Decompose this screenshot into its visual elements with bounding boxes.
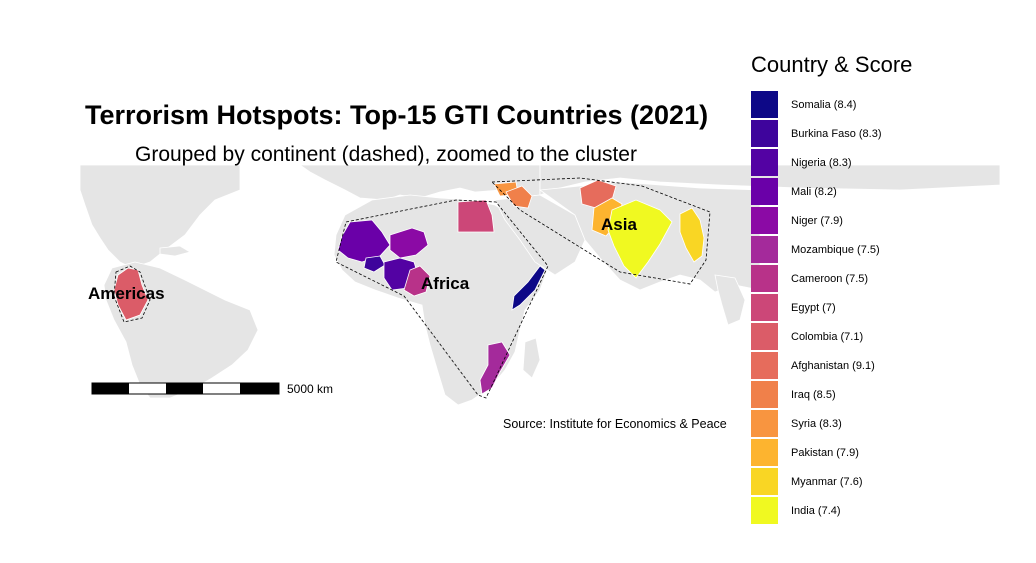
legend-swatch	[751, 323, 778, 350]
legend-label: Colombia (7.1)	[791, 330, 864, 343]
legend-label: Mozambique (7.5)	[791, 243, 880, 256]
country-colombia	[113, 267, 149, 321]
legend-swatch	[751, 120, 778, 147]
legend-swatch	[751, 91, 778, 118]
legend-label: India (7.4)	[791, 504, 841, 517]
legend-item: Mali (8.2)	[751, 177, 912, 206]
legend-item: India (7.4)	[751, 496, 912, 525]
legend-swatch	[751, 352, 778, 379]
country-iraq	[505, 185, 533, 209]
hull-asia	[491, 177, 711, 285]
legend-swatch	[751, 178, 778, 205]
hull-americas	[113, 265, 151, 323]
legend-item: Iraq (8.5)	[751, 380, 912, 409]
legend-item: Afghanistan (9.1)	[751, 351, 912, 380]
legend-items: Somalia (8.4) Burkina Faso (8.3) Nigeria (…	[751, 90, 912, 525]
hull-africa	[335, 199, 549, 399]
legend-item: Nigeria (8.3)	[751, 148, 912, 177]
legend-item: Syria (8.3)	[751, 409, 912, 438]
highlighted-countries	[113, 179, 705, 395]
source-caption: Source: Institute for Economics & Peace	[503, 417, 727, 431]
legend-swatch	[751, 265, 778, 292]
continent-hulls	[113, 177, 711, 399]
legend-item: Cameroon (7.5)	[751, 264, 912, 293]
legend-swatch	[751, 207, 778, 234]
map-title: Terrorism Hotspots: Top-15 GTI Countries…	[85, 100, 709, 130]
legend-item: Mozambique (7.5)	[751, 235, 912, 264]
region-label-asia: Asia	[601, 215, 637, 234]
region-label-africa: Africa	[421, 274, 470, 293]
legend-item: Myanmar (7.6)	[751, 467, 912, 496]
country-mozambique	[479, 341, 511, 395]
legend-item: Burkina Faso (8.3)	[751, 119, 912, 148]
legend-swatch	[751, 468, 778, 495]
country-cameroon	[403, 265, 431, 297]
legend-item: Egypt (7)	[751, 293, 912, 322]
legend-label: Niger (7.9)	[791, 214, 843, 227]
region-label-americas: Americas	[88, 284, 165, 303]
country-myanmar	[679, 207, 705, 263]
legend-label: Iraq (8.5)	[791, 388, 836, 401]
legend-label: Pakistan (7.9)	[791, 446, 859, 459]
legend-item: Niger (7.9)	[751, 206, 912, 235]
legend-swatch	[751, 294, 778, 321]
legend-label: Cameroon (7.5)	[791, 272, 869, 285]
legend-swatch	[751, 497, 778, 524]
country-egypt	[457, 199, 495, 233]
legend-label: Myanmar (7.6)	[791, 475, 863, 488]
legend-swatch	[751, 149, 778, 176]
legend: Country & Score Somalia (8.4) Burkina Fas…	[751, 52, 912, 525]
scale-bar	[91, 382, 280, 395]
legend-label: Syria (8.3)	[791, 417, 842, 430]
legend-swatch	[751, 410, 778, 437]
country-burkina-faso	[363, 255, 386, 273]
legend-item: Colombia (7.1)	[751, 322, 912, 351]
country-india	[607, 199, 673, 279]
legend-item: Somalia (8.4)	[751, 90, 912, 119]
legend-swatch	[751, 236, 778, 263]
legend-label: Somalia (8.4)	[791, 98, 857, 111]
scale-bar-label: 5000 km	[287, 382, 334, 396]
legend-item: Pakistan (7.9)	[751, 438, 912, 467]
legend-label: Mali (8.2)	[791, 185, 837, 198]
legend-swatch	[751, 439, 778, 466]
legend-label: Egypt (7)	[791, 301, 836, 314]
legend-label: Burkina Faso (8.3)	[791, 127, 882, 140]
legend-title: Country & Score	[751, 52, 913, 77]
country-somalia	[511, 265, 546, 311]
legend-swatch	[751, 381, 778, 408]
legend-label: Afghanistan (9.1)	[791, 359, 875, 372]
map-subtitle: Grouped by continent (dashed), zoomed to…	[135, 143, 637, 166]
country-niger	[389, 227, 429, 259]
legend-label: Nigeria (8.3)	[791, 156, 852, 169]
